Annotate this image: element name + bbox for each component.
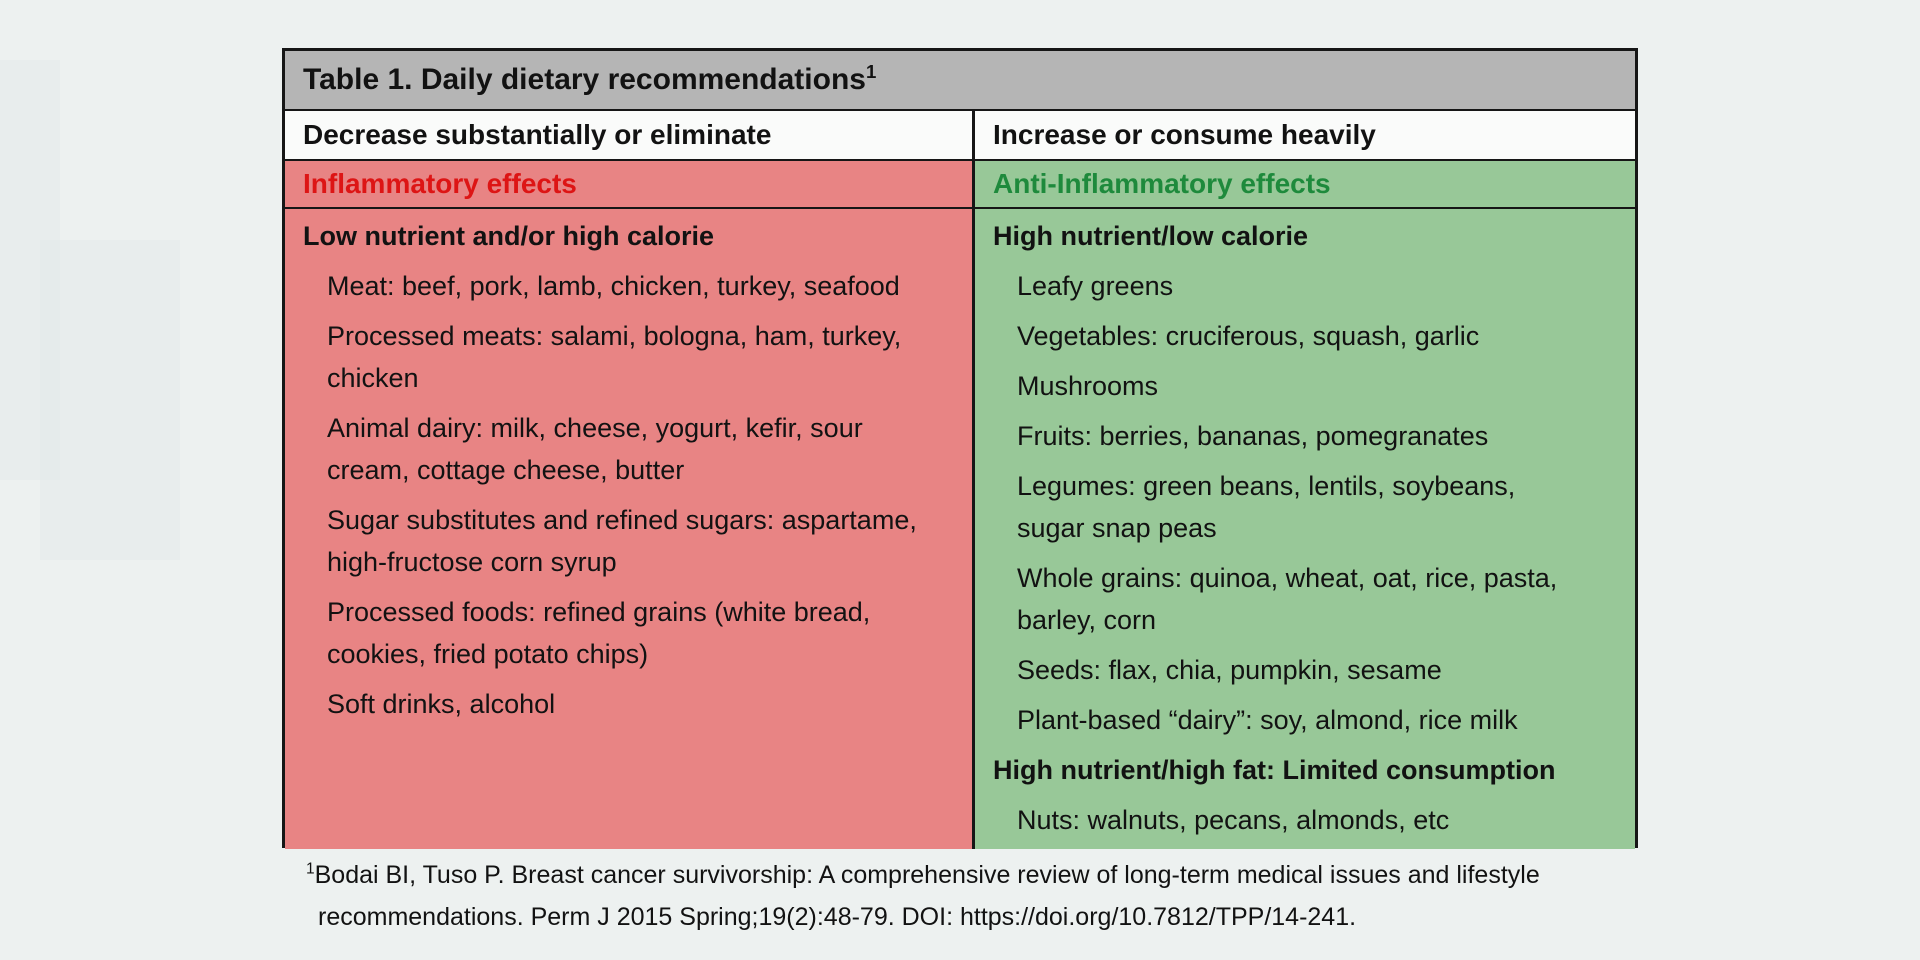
food-item: Animal dairy: milk, cheese, yogurt, kefi… bbox=[327, 413, 863, 485]
food-item: Processed foods: refined grains (white b… bbox=[327, 597, 871, 669]
inflammatory-effects-label: Inflammatory effects bbox=[285, 161, 975, 207]
food-item: Legumes: green beans, lentils, soybeans,… bbox=[1017, 471, 1516, 543]
food-item: Fruits: berries, bananas, pomegranates bbox=[1017, 421, 1489, 451]
category-heading: High nutrient/high fat: Limited consumpt… bbox=[993, 755, 1556, 785]
food-item: Seeds: flax, chia, pumpkin, sesame bbox=[1017, 655, 1442, 685]
food-item: Vegetables: cruciferous, squash, garlic bbox=[1017, 321, 1480, 351]
footnote-line-1: 1Bodai BI, Tuso P. Breast cancer survivo… bbox=[306, 854, 1540, 896]
table-title-bar: Table 1. Daily dietary recommendations1 bbox=[285, 51, 1635, 111]
food-item: Soft drinks, alcohol bbox=[327, 689, 556, 719]
footnote-text-1: Bodai BI, Tuso P. Breast cancer survivor… bbox=[314, 861, 1540, 889]
column-header-increase: Increase or consume heavily bbox=[993, 119, 1376, 150]
background-texture bbox=[40, 240, 180, 560]
column-header-decrease: Decrease substantially or eliminate bbox=[285, 111, 975, 159]
column-headers-row: Decrease substantially or eliminate Incr… bbox=[285, 111, 1635, 161]
food-item: Nuts: walnuts, pecans, almonds, etc bbox=[1017, 805, 1450, 835]
food-lists-row: Low nutrient and/or high calorie Meat: be… bbox=[285, 209, 1635, 849]
food-item: Meat: beef, pork, lamb, chicken, turkey,… bbox=[327, 271, 900, 301]
food-item: Leafy greens bbox=[1017, 271, 1174, 301]
footnote: 1Bodai BI, Tuso P. Breast cancer survivo… bbox=[306, 854, 1540, 938]
anti-inflammatory-effects-label: Anti-Inflammatory effects bbox=[975, 161, 1635, 207]
effects-row: Inflammatory effects Anti-Inflammatory e… bbox=[285, 161, 1635, 209]
table-title-text: Table 1. Daily dietary recommendations bbox=[303, 63, 866, 96]
inflammatory-foods-cell: Low nutrient and/or high calorie Meat: be… bbox=[285, 209, 975, 849]
dietary-recommendations-table: Table 1. Daily dietary recommendations1 … bbox=[282, 48, 1638, 849]
food-item: Processed meats: salami, bologna, ham, t… bbox=[327, 321, 902, 393]
background-texture bbox=[0, 60, 60, 480]
food-item: Plant-based “dairy”: soy, almond, rice m… bbox=[1017, 705, 1518, 735]
anti-inflammatory-foods-cell: High nutrient/low calorie Leafy greens Veg… bbox=[975, 209, 1635, 849]
food-item: Mushrooms bbox=[1017, 371, 1159, 401]
category-heading: Low nutrient and/or high calorie bbox=[303, 221, 715, 251]
food-item: Whole grains: quinoa, wheat, oat, rice, … bbox=[1017, 563, 1558, 635]
table-title-footnote-marker: 1 bbox=[865, 61, 877, 82]
footnote-text-2: recommendations. Perm J 2015 Spring;19(2… bbox=[318, 903, 1357, 931]
category-heading: High nutrient/low calorie bbox=[993, 221, 1309, 251]
footnote-marker: 1 bbox=[306, 860, 315, 878]
table-title: Table 1. Daily dietary recommendations1 bbox=[303, 61, 877, 97]
food-item: Sugar substitutes and refined sugars: as… bbox=[327, 505, 917, 577]
